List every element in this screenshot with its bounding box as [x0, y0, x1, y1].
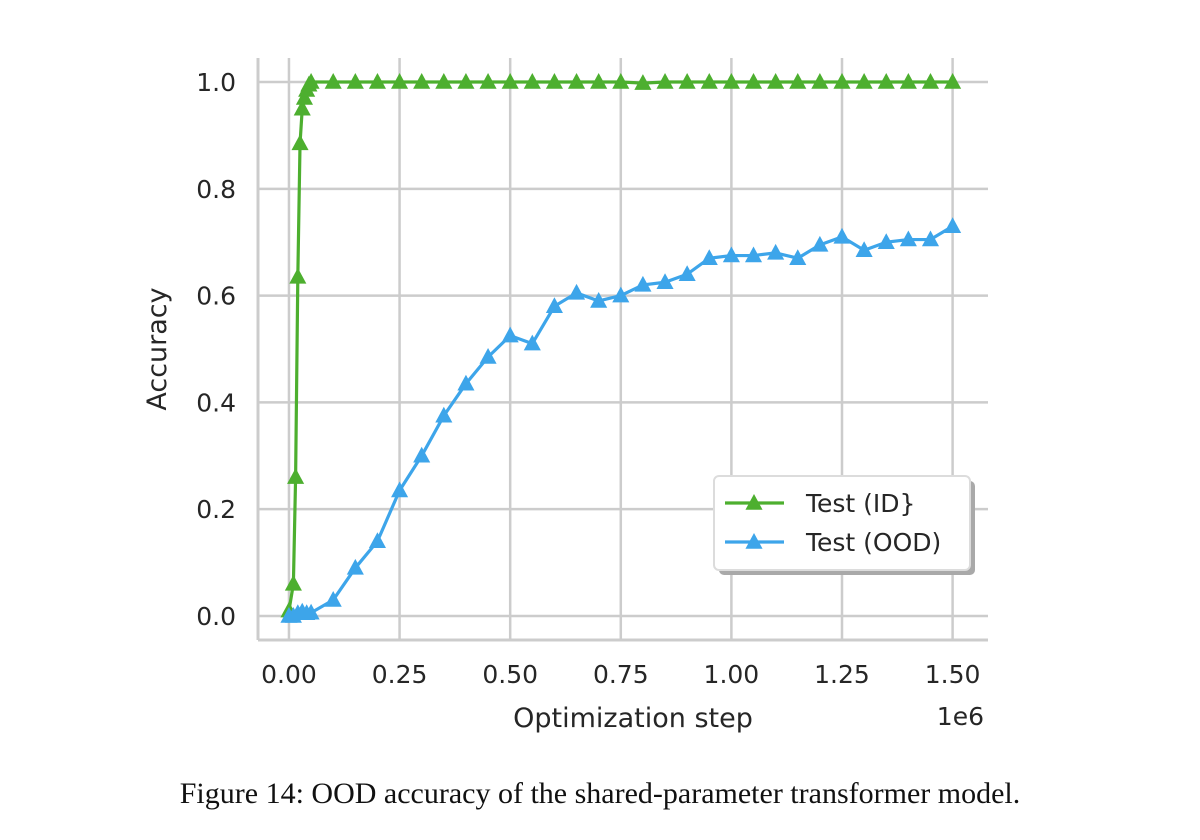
data-point-marker [700, 73, 718, 89]
data-point-marker [656, 73, 674, 89]
data-point-marker [722, 246, 740, 263]
data-point-marker [479, 348, 497, 364]
data-point-marker [567, 283, 586, 300]
legend-item: Test (OOD) [725, 528, 941, 557]
data-point-marker [346, 558, 364, 575]
data-point-marker [545, 73, 563, 89]
data-point-marker [457, 73, 475, 89]
x-tick-label: 0.25 [372, 660, 428, 689]
data-point-marker [811, 235, 829, 252]
x-axis-label: Optimization step [513, 703, 753, 734]
data-point-marker [944, 217, 962, 233]
data-point-marker [435, 73, 453, 89]
x-tick-label: 0.50 [482, 660, 538, 689]
data-point-marker [855, 73, 873, 89]
data-point-marker [302, 603, 320, 620]
data-point-marker [722, 73, 740, 89]
data-point-marker [899, 230, 917, 247]
data-point-marker [656, 273, 674, 290]
data-point-marker [391, 73, 409, 89]
series-group [280, 73, 962, 623]
data-point-marker [545, 297, 563, 314]
y-tick-label: 0.6 [196, 282, 236, 311]
legend-marker [745, 494, 763, 510]
data-point-marker [413, 73, 431, 89]
data-point-marker [833, 227, 851, 244]
y-tick-label: 0.2 [196, 495, 236, 524]
y-axis-label: Accuracy [142, 287, 173, 410]
data-point-marker [944, 73, 962, 89]
data-point-marker [291, 134, 309, 151]
data-point-marker [634, 275, 652, 292]
data-point-marker [567, 73, 586, 89]
data-point-marker [744, 73, 763, 89]
data-point-marker [324, 73, 342, 89]
data-point-marker [833, 73, 851, 89]
data-point-marker [700, 249, 718, 265]
data-point-marker [284, 574, 302, 591]
data-point-marker [678, 265, 696, 281]
data-point-marker [293, 99, 311, 116]
data-point-marker [324, 590, 342, 607]
data-point-marker [767, 243, 785, 260]
axes-spines [256, 58, 988, 642]
series-test-ood [280, 217, 962, 623]
x-axis-offset-label: 1e6 [937, 702, 984, 731]
data-point-marker [789, 249, 807, 265]
data-point-marker [435, 406, 453, 423]
x-tick-label: 0.75 [593, 660, 649, 689]
data-point-marker [501, 326, 519, 343]
x-tick-labels: 0.00 0.25 0.50 0.75 1.00 1.25 1.50 [261, 660, 980, 689]
data-point-marker [413, 446, 431, 463]
data-point-marker [287, 468, 305, 484]
data-point-marker [368, 532, 387, 548]
data-point-marker [678, 73, 696, 89]
legend-frame [713, 475, 971, 571]
data-point-marker [346, 73, 364, 89]
data-point-marker [921, 73, 940, 89]
x-tick-label: 1.50 [925, 660, 981, 689]
legend-label: Test (ID} [805, 489, 915, 518]
y-tick-label: 0.0 [196, 602, 236, 631]
data-point-marker [501, 73, 519, 89]
data-point-marker [634, 74, 652, 90]
data-point-marker [612, 73, 630, 89]
data-point-marker [899, 73, 917, 89]
data-point-marker [368, 73, 387, 89]
figure-caption: Figure 14: OOD accuracy of the shared-pa… [179, 777, 1021, 810]
x-tick-label: 1.00 [704, 660, 760, 689]
data-point-marker [302, 73, 320, 89]
data-point-marker [789, 73, 807, 89]
series-test-id [280, 73, 962, 618]
legend-marker [745, 533, 763, 549]
data-point-marker [523, 334, 541, 351]
data-point-marker [877, 233, 895, 249]
legend-item: Test (ID} [725, 489, 915, 518]
data-point-marker [457, 374, 475, 391]
y-tick-label: 1.0 [196, 68, 236, 97]
data-point-marker [295, 89, 314, 105]
y-tick-labels: 0.0 0.2 0.4 0.6 0.8 1.0 [196, 68, 236, 631]
data-point-marker [523, 73, 541, 89]
data-point-marker [767, 73, 785, 89]
data-point-marker [877, 73, 895, 89]
legend: Test (ID} Test (OOD) [713, 475, 975, 575]
legend-label: Test (OOD) [805, 528, 941, 557]
data-point-marker [479, 73, 497, 89]
data-point-marker [612, 286, 630, 303]
x-tick-label: 1.25 [814, 660, 870, 689]
data-point-marker [744, 246, 763, 263]
y-tick-label: 0.4 [196, 388, 236, 417]
accuracy-chart: 0.0 0.2 0.4 0.6 0.8 1.0 0.00 0.25 0.50 0.75 1.00 1… [142, 58, 988, 734]
data-point-marker [391, 481, 409, 498]
data-point-marker [590, 291, 608, 308]
data-point-marker [590, 73, 608, 89]
x-tick-label: 0.00 [261, 660, 317, 689]
y-tick-label: 0.8 [196, 175, 236, 204]
data-point-marker [921, 230, 940, 247]
data-point-marker [811, 73, 829, 89]
data-point-marker [289, 267, 307, 284]
data-point-marker [855, 241, 873, 257]
